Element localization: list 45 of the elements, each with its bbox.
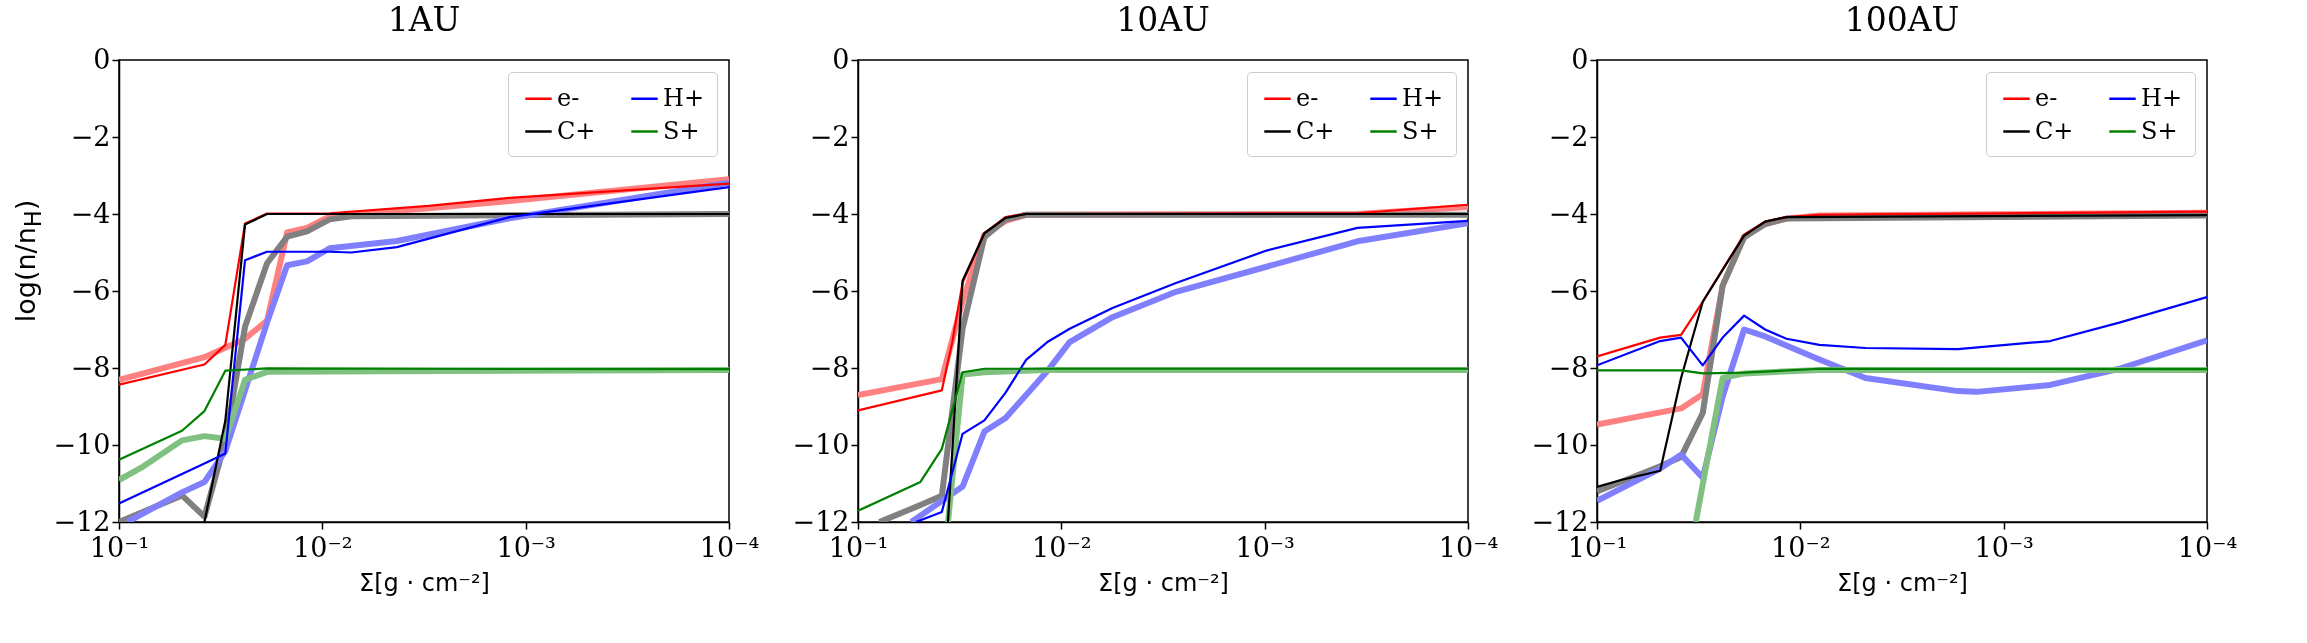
x-tick-label: 10⁻³ (496, 531, 556, 563)
x-axis-title: Σ[g · cm⁻²] (1098, 568, 1229, 597)
y-tick-label: −4 (1548, 197, 1589, 229)
x-axis-title: Σ[g · cm⁻²] (1837, 568, 1968, 597)
y-tick-label: −8 (809, 351, 850, 383)
y-tick-label: −2 (809, 120, 850, 152)
x-tick-label: 10⁻³ (1974, 531, 2034, 563)
legend-label: e- (1296, 83, 1319, 112)
x-tick-label: 10⁻⁴ (2177, 531, 2238, 563)
x-tick-label: 10⁻³ (1235, 531, 1295, 563)
y-tick-label: −10 (792, 428, 850, 460)
legend-label: S+ (2141, 116, 2178, 145)
y-tick-label: −10 (53, 428, 111, 460)
legend-label: e- (2035, 83, 2058, 112)
legend-label: H+ (663, 83, 705, 112)
chart-title: 1AU (387, 0, 461, 39)
y-tick-label: −4 (70, 197, 111, 229)
legend-label: H+ (2141, 83, 2183, 112)
y-tick-label: −6 (70, 274, 111, 306)
x-axis-title: Σ[g · cm⁻²] (359, 568, 490, 597)
chart-title: 100AU (1844, 0, 1960, 39)
y-tick-label: −6 (809, 274, 850, 306)
y-tick-label: −8 (1548, 351, 1589, 383)
chart-title: 10AU (1116, 0, 1210, 39)
y-tick-label: −8 (70, 351, 111, 383)
y-tick-label: 0 (832, 43, 850, 75)
y-tick-label: −2 (1548, 120, 1589, 152)
y-tick-label: 0 (1571, 43, 1589, 75)
legend-label: C+ (557, 116, 596, 145)
y-tick-label: −6 (1548, 274, 1589, 306)
legend-label: S+ (663, 116, 700, 145)
y-tick-label: 0 (93, 43, 111, 75)
y-tick-label: −4 (809, 197, 850, 229)
x-tick-label: 10⁻⁴ (1438, 531, 1499, 563)
x-tick-label: 10⁻⁴ (699, 531, 760, 563)
x-tick-label: 10⁻² (1771, 531, 1831, 563)
x-tick-label: 10⁻² (293, 531, 353, 563)
legend-label: C+ (1296, 116, 1335, 145)
y-tick-label: −2 (70, 120, 111, 152)
legend-label: C+ (2035, 116, 2074, 145)
legend-label: S+ (1402, 116, 1439, 145)
x-tick-label: 10⁻² (1032, 531, 1092, 563)
legend-label: H+ (1402, 83, 1444, 112)
y-tick-label: −10 (1531, 428, 1589, 460)
legend-label: e- (557, 83, 580, 112)
